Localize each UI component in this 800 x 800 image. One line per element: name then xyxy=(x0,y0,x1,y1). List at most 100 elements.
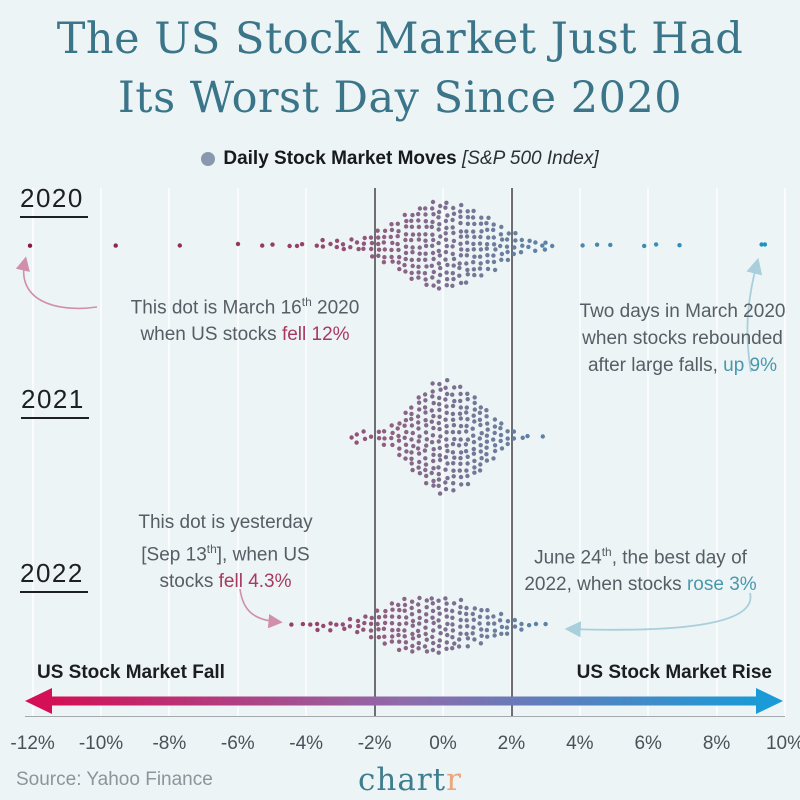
daily-move-dot-2022 xyxy=(492,628,498,633)
daily-move-dot-2021 xyxy=(416,395,421,400)
daily-move-dot-2020 xyxy=(450,251,455,257)
daily-move-dot-2020 xyxy=(471,208,476,214)
daily-move-dot-2020 xyxy=(484,221,489,226)
daily-move-dot-2020 xyxy=(653,242,659,247)
grid-stripe xyxy=(784,188,786,717)
daily-move-dot-2021 xyxy=(452,398,457,404)
daily-move-dot-2021 xyxy=(444,430,449,435)
daily-move-dot-2020 xyxy=(580,243,585,248)
daily-move-dot-2021 xyxy=(376,429,382,434)
daily-move-dot-2020 xyxy=(402,262,407,268)
daily-move-dot-2021 xyxy=(409,450,414,455)
daily-move-dot-2020 xyxy=(478,234,483,240)
daily-move-dot-2020 xyxy=(458,253,464,258)
daily-move-dot-2022 xyxy=(403,645,408,651)
daily-move-dot-2021 xyxy=(458,461,463,466)
daily-move-dot-2021 xyxy=(409,461,414,466)
daily-move-dot-2020 xyxy=(396,247,401,253)
daily-move-dot-2021 xyxy=(444,391,450,397)
daily-move-dot-2020 xyxy=(396,260,401,265)
daily-move-dot-2021 xyxy=(376,436,382,441)
daily-move-dot-2022 xyxy=(308,622,313,627)
daily-move-dot-2022 xyxy=(402,608,407,613)
daily-move-dot-2021 xyxy=(437,407,442,413)
daily-move-dot-2021 xyxy=(471,446,476,452)
daily-move-dot-2021 xyxy=(431,425,436,431)
daily-move-dot-2020 xyxy=(457,261,462,266)
daily-move-dot-2022 xyxy=(409,605,414,611)
daily-move-dot-2022 xyxy=(472,606,477,611)
daily-move-dot-2021 xyxy=(422,448,428,453)
daily-move-dot-2022 xyxy=(328,621,333,626)
daily-move-dot-2021 xyxy=(422,392,428,397)
daily-move-dot-2020 xyxy=(430,232,435,237)
daily-move-dot-2021 xyxy=(452,385,457,390)
daily-move-dot-2020 xyxy=(472,234,477,240)
daily-move-dot-2021 xyxy=(397,452,402,458)
daily-move-dot-2022 xyxy=(485,608,490,613)
daily-move-dot-2021 xyxy=(381,429,387,434)
daily-move-dot-2020 xyxy=(492,267,498,273)
daily-move-dot-2020 xyxy=(417,206,423,211)
daily-move-dot-2020 xyxy=(423,257,428,262)
daily-move-dot-2022 xyxy=(458,604,463,610)
daily-move-dot-2021 xyxy=(409,456,414,461)
daily-move-dot-2020 xyxy=(382,234,387,240)
daily-move-dot-2021 xyxy=(409,416,414,422)
accent-fell-4-3: fell 4.3% xyxy=(218,571,292,593)
daily-move-dot-2020 xyxy=(465,209,470,214)
daily-move-dot-2021 xyxy=(477,468,483,473)
daily-move-dot-2021 xyxy=(499,446,505,451)
daily-move-dot-2021 xyxy=(458,384,463,389)
daily-move-dot-2020 xyxy=(341,246,346,252)
daily-move-dot-2020 xyxy=(416,257,421,262)
daily-move-dot-2020 xyxy=(424,264,429,269)
daily-move-dot-2021 xyxy=(436,465,441,470)
daily-move-dot-2021 xyxy=(458,474,464,480)
daily-move-dot-2021 xyxy=(423,456,428,461)
daily-move-dot-2020 xyxy=(403,232,409,237)
daily-move-dot-2022 xyxy=(383,614,388,619)
daily-move-dot-2020 xyxy=(429,224,434,230)
daily-move-dot-2021 xyxy=(431,447,436,452)
title-line-1: The US Stock Market Just Had xyxy=(56,14,744,64)
daily-move-dot-2020 xyxy=(486,235,491,240)
daily-move-dot-2020 xyxy=(450,244,455,249)
daily-move-dot-2020 xyxy=(445,262,450,268)
daily-move-dot-2021 xyxy=(402,435,407,440)
daily-move-dot-2022 xyxy=(416,646,421,651)
daily-move-dot-2022 xyxy=(457,610,462,615)
daily-move-dot-2021 xyxy=(452,455,457,460)
daily-move-dot-2021 xyxy=(436,477,442,482)
daily-move-dot-2020 xyxy=(471,229,476,234)
daily-move-dot-2022 xyxy=(498,611,504,617)
daily-move-dot-2020 xyxy=(464,240,470,245)
daily-move-dot-2022 xyxy=(375,621,380,627)
daily-move-dot-2022 xyxy=(478,641,484,646)
daily-move-dot-2021 xyxy=(484,445,489,450)
daily-move-dot-2022 xyxy=(382,634,387,639)
annotation-fall2020: This dot is March 16th 2020 when US stoc… xyxy=(130,295,360,346)
daily-move-dot-2022 xyxy=(458,597,464,603)
fall-direction-label: US Stock Market Fall xyxy=(37,662,225,683)
daily-move-dot-2020 xyxy=(498,232,504,237)
logo-r: r xyxy=(446,762,462,798)
daily-move-dot-2022 xyxy=(499,631,504,636)
daily-move-dot-2022 xyxy=(361,627,366,632)
daily-move-dot-2020 xyxy=(390,259,395,264)
daily-move-dot-2021 xyxy=(437,402,442,407)
daily-move-dot-2022 xyxy=(457,637,462,642)
daily-move-dot-2020 xyxy=(376,247,382,252)
daily-move-dot-2021 xyxy=(397,421,402,426)
daily-move-dot-2021 xyxy=(471,439,477,445)
daily-move-dot-2022 xyxy=(512,624,518,629)
daily-move-dot-2020 xyxy=(463,280,469,285)
daily-move-dot-2020 xyxy=(457,265,462,271)
daily-move-dot-2020 xyxy=(471,241,476,247)
daily-move-dot-2021 xyxy=(463,449,469,454)
year-label-2022: 2022 xyxy=(20,558,88,593)
daily-move-dot-2022 xyxy=(504,625,510,630)
daily-move-dot-2022 xyxy=(519,627,524,632)
daily-move-dot-2022 xyxy=(443,607,449,613)
daily-move-dot-2022 xyxy=(340,622,345,627)
